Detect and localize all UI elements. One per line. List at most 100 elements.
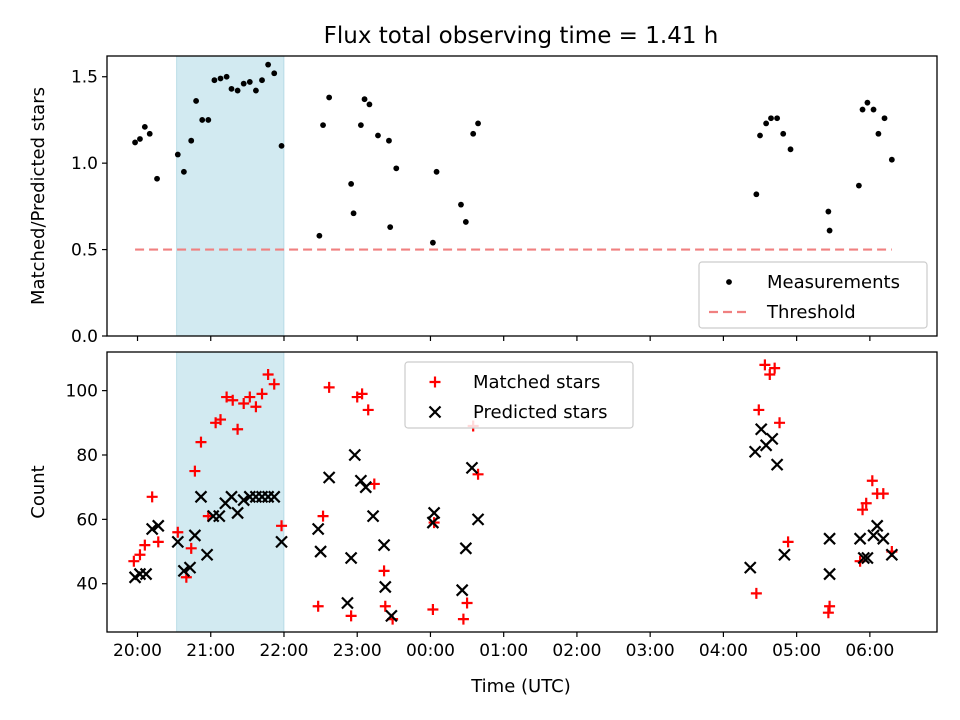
data-point: [465, 461, 479, 475]
data-point: [320, 122, 326, 129]
data-point: [379, 600, 391, 612]
data-point: [145, 522, 159, 536]
legend-marker: [726, 279, 732, 285]
data-point: [853, 532, 867, 545]
data-point: [357, 122, 364, 129]
data-point: [768, 115, 774, 122]
data-point: [185, 542, 197, 554]
data-point: [870, 106, 877, 113]
data-point: [748, 445, 762, 459]
data-point: [128, 555, 140, 567]
legend-marker: [429, 376, 441, 388]
data-point: [860, 497, 872, 509]
data-point: [461, 597, 473, 609]
data-point: [753, 191, 760, 198]
data-point: [221, 391, 233, 403]
x-tick-label: 05:00: [772, 641, 821, 661]
data-point: [223, 73, 230, 80]
data-point: [867, 529, 880, 542]
data-point: [787, 146, 794, 153]
data-point: [866, 475, 878, 487]
data-point: [326, 94, 333, 101]
legend-box: [698, 261, 928, 329]
data-point: [133, 567, 147, 581]
data-point: [141, 123, 148, 130]
y-tick-label: 60: [76, 510, 98, 530]
data-point: [271, 70, 278, 77]
data-point: [861, 551, 874, 565]
data-point: [195, 436, 207, 448]
data-point: [240, 80, 247, 87]
data-point: [429, 239, 436, 246]
data-point: [433, 168, 440, 175]
data-point: [323, 381, 335, 393]
y-tick-label: 40: [76, 575, 98, 595]
data-point: [393, 165, 400, 172]
data-point: [171, 535, 185, 549]
data-point: [246, 79, 253, 85]
data-point: [174, 151, 181, 158]
data-point: [180, 168, 187, 175]
data-point: [377, 538, 391, 552]
data-point: [750, 587, 762, 599]
data-point: [881, 115, 888, 122]
legend-label: Predicted stars: [473, 402, 607, 423]
data-point: [278, 142, 285, 149]
data-point: [753, 404, 765, 416]
data-point: [475, 120, 481, 127]
legend-label: Threshold: [766, 302, 856, 323]
data-point: [362, 404, 374, 416]
data-point: [132, 139, 138, 146]
data-point: [458, 201, 464, 208]
data-point: [782, 536, 794, 548]
data-point: [825, 208, 832, 215]
data-point: [200, 548, 214, 562]
legend-label: Measurements: [767, 272, 900, 293]
x-tick-label: 04:00: [699, 641, 748, 661]
data-point: [312, 600, 324, 612]
data-point: [276, 520, 288, 532]
legend: Measurements Threshold: [698, 261, 928, 329]
data-point: [366, 101, 373, 108]
data-point: [823, 567, 836, 581]
data-point: [345, 610, 357, 622]
data-point: [344, 551, 358, 565]
data-point: [234, 87, 241, 94]
x-tick-label: 20:00: [113, 641, 162, 661]
data-point: [859, 106, 866, 113]
data-point: [375, 132, 381, 139]
data-point: [151, 519, 165, 533]
data-point: [244, 391, 256, 403]
data-point: [368, 478, 380, 490]
data-point: [877, 488, 889, 500]
x-tick-label: 01:00: [479, 641, 528, 661]
data-point: [267, 490, 281, 504]
data-point: [870, 519, 884, 533]
series-predicted-stars: [128, 422, 899, 623]
data-point: [778, 548, 791, 562]
data-point: [189, 465, 201, 477]
data-point: [262, 369, 274, 381]
data-point: [139, 539, 151, 551]
data-point: [822, 607, 834, 619]
data-point: [137, 136, 143, 142]
data-point: [231, 506, 244, 520]
data-point: [470, 130, 477, 137]
data-point: [172, 526, 184, 538]
data-point: [759, 359, 771, 371]
data-point: [215, 414, 227, 426]
data-point: [193, 98, 200, 104]
data-point: [188, 529, 202, 542]
data-point: [378, 565, 390, 577]
data-point: [356, 388, 368, 400]
data-point: [238, 397, 250, 409]
data-point: [341, 596, 354, 610]
data-point: [317, 510, 329, 522]
data-point: [259, 77, 265, 84]
x-tick-label: 22:00: [259, 641, 308, 661]
data-point: [311, 522, 325, 536]
data-point: [459, 542, 473, 555]
data-point: [199, 117, 206, 123]
data-point: [256, 388, 268, 400]
data-point: [154, 175, 160, 182]
